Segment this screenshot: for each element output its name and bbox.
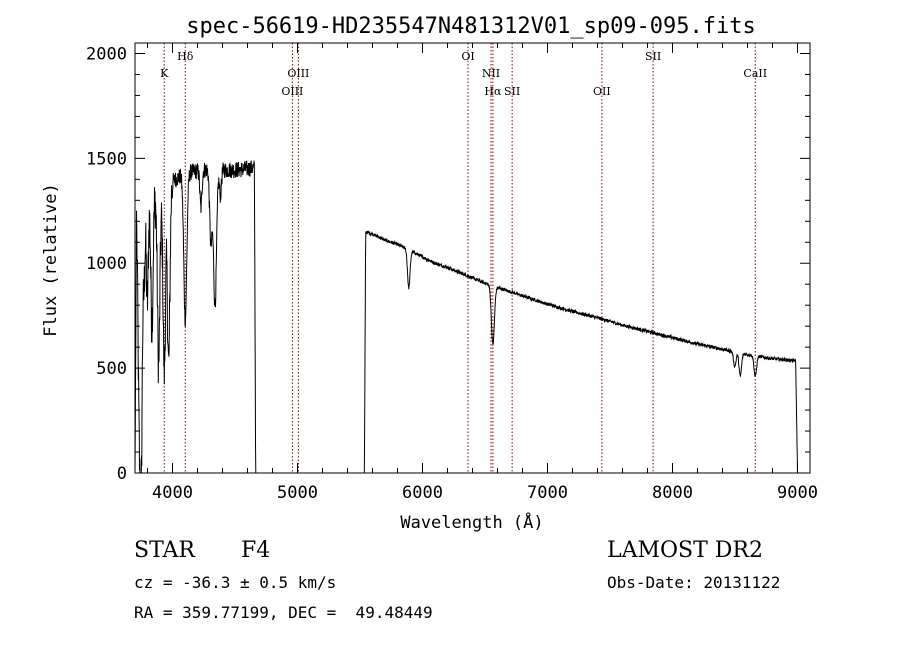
- coordinates: RA = 359.77199, DEC = 49.48449: [134, 603, 433, 622]
- line-marker-label: SII: [504, 85, 520, 98]
- line-marker-label: K: [160, 67, 169, 80]
- y-tick-label: 1000: [86, 254, 127, 274]
- plot-frame: [134, 42, 811, 474]
- line-marker-label: CaII: [743, 67, 767, 80]
- survey-name: LAMOST DR2: [607, 538, 763, 563]
- line-marker-label: SII: [645, 50, 661, 63]
- line-marker-label: Hα: [484, 85, 502, 98]
- x-tick-label: 5000: [277, 483, 318, 503]
- x-tick-label: 8000: [652, 483, 693, 503]
- obs-date: Obs-Date: 20131122: [607, 573, 781, 592]
- line-marker-label: Hδ: [177, 50, 194, 63]
- axis-ticks: 4000 5000 6000 7000 8000 9000 0 500 1000 1500 2000: [86, 43, 818, 503]
- line-marker-label: OIII: [287, 67, 309, 80]
- y-tick-label: 0: [117, 464, 127, 484]
- y-tick-label: 2000: [86, 44, 127, 64]
- spectrum-line: [134, 160, 798, 474]
- chart-title: spec-56619-HD235547N481312V01_sp09-095.f…: [186, 14, 756, 39]
- x-tick-label: 7000: [527, 483, 568, 503]
- object-subclass: F4: [241, 538, 271, 563]
- y-axis-label: Flux (relative): [41, 183, 61, 337]
- redshift-text: cz = -36.3 ± 0.5 km/s: [134, 573, 337, 592]
- y-tick-label: 1500: [86, 149, 127, 169]
- x-axis-label: Wavelength (Å): [400, 511, 543, 533]
- y-tick-label: 500: [96, 359, 127, 379]
- line-marker-label: NII: [482, 67, 500, 80]
- x-tick-label: 6000: [402, 483, 443, 503]
- object-class: STAR: [134, 538, 195, 563]
- line-marker-label: OI: [461, 50, 474, 63]
- x-tick-label: 9000: [777, 483, 818, 503]
- line-marker-label: OII: [593, 85, 611, 98]
- x-tick-label: 4000: [152, 483, 193, 503]
- line-marker-label: OIII: [281, 85, 303, 98]
- spectrum-chart: spec-56619-HD235547N481312V01_sp09-095.f…: [41, 14, 818, 533]
